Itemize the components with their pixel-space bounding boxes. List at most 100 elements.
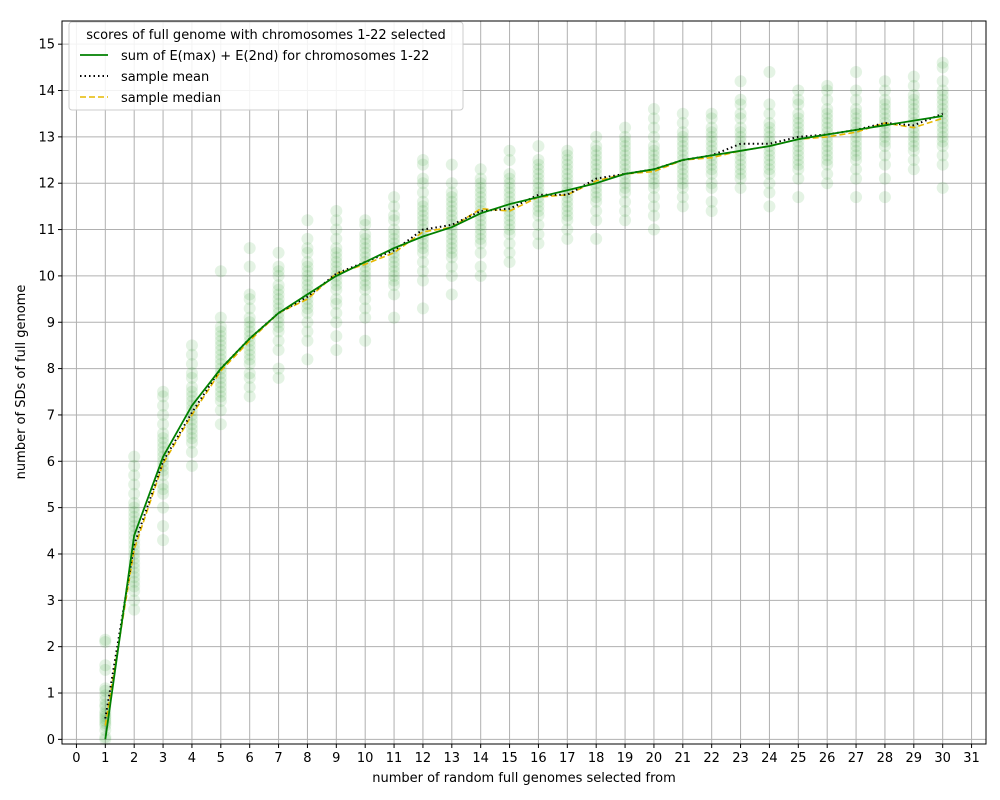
sample-point xyxy=(705,167,718,180)
sample-point xyxy=(936,112,949,125)
sample-point xyxy=(445,288,458,301)
sample-point xyxy=(590,154,603,167)
sample-point xyxy=(821,154,834,167)
sample-point xyxy=(185,395,198,408)
sample-point xyxy=(763,200,776,213)
sample-point xyxy=(590,140,603,153)
sample-point xyxy=(850,130,863,143)
sample-point xyxy=(214,390,227,403)
sample-point xyxy=(821,116,834,129)
sample-point xyxy=(243,320,256,333)
sample-point xyxy=(590,195,603,208)
sample-point xyxy=(878,149,891,162)
sample-point xyxy=(763,167,776,180)
sample-point xyxy=(532,205,545,218)
sample-point xyxy=(330,242,343,255)
sample-point xyxy=(416,246,429,259)
sample-point xyxy=(647,144,660,157)
sample-point xyxy=(878,112,891,125)
sample-point xyxy=(503,172,516,185)
sample-point xyxy=(821,112,834,125)
sample-point xyxy=(763,65,776,78)
sample-point xyxy=(734,130,747,143)
sample-point xyxy=(647,149,660,162)
legend-entry-label: sample median xyxy=(121,91,221,106)
sample-point xyxy=(561,209,574,222)
sample-point xyxy=(99,636,112,649)
sample-point xyxy=(128,575,141,588)
sample-point xyxy=(763,163,776,176)
sample-point xyxy=(792,149,805,162)
sample-point xyxy=(850,191,863,204)
sample-point xyxy=(792,116,805,129)
sample-point xyxy=(936,98,949,111)
sample-point xyxy=(792,126,805,139)
sample-point xyxy=(128,478,141,491)
sample-point xyxy=(272,344,285,357)
sample-point xyxy=(128,571,141,584)
sample-point xyxy=(185,348,198,361)
sample-point xyxy=(99,633,112,646)
sample-point xyxy=(878,98,891,111)
sample-point xyxy=(878,172,891,185)
sample-point xyxy=(763,158,776,171)
sample-point xyxy=(763,144,776,157)
sample-point xyxy=(907,98,920,111)
sample-point xyxy=(878,158,891,171)
sample-point xyxy=(503,209,516,222)
sample-point xyxy=(359,218,372,231)
sample-point xyxy=(532,140,545,153)
x-tick-label: 0 xyxy=(72,751,80,766)
sample-point xyxy=(850,93,863,106)
sample-point xyxy=(445,191,458,204)
sample-point xyxy=(416,200,429,213)
x-tick-label: 13 xyxy=(444,751,461,766)
sample-point xyxy=(619,186,632,199)
sample-point xyxy=(243,260,256,273)
sample-point xyxy=(185,339,198,352)
sample-point xyxy=(936,103,949,116)
sample-point xyxy=(330,214,343,227)
legend-entry-label: sum of E(max) + E(2nd) for chromosomes 1… xyxy=(121,49,429,64)
sample-point xyxy=(272,293,285,306)
sample-point xyxy=(185,422,198,435)
sample-point xyxy=(878,191,891,204)
sample-point xyxy=(214,344,227,357)
sample-point xyxy=(532,163,545,176)
sample-point xyxy=(676,172,689,185)
sample-point xyxy=(445,158,458,171)
x-tick-label: 26 xyxy=(819,751,836,766)
sample-point xyxy=(272,334,285,347)
sample-point xyxy=(907,103,920,116)
sample-point xyxy=(185,459,198,472)
sample-point xyxy=(619,177,632,190)
sample-point xyxy=(850,140,863,153)
sample-point xyxy=(821,158,834,171)
sample-point xyxy=(330,297,343,310)
sample-point xyxy=(590,191,603,204)
sample-point xyxy=(878,93,891,106)
y-tick-label: 7 xyxy=(47,408,55,423)
sample-point xyxy=(705,107,718,120)
sample-point xyxy=(619,149,632,162)
sample-point xyxy=(128,469,141,482)
sample-point xyxy=(243,348,256,361)
sample-point xyxy=(936,140,949,153)
sample-point xyxy=(474,163,487,176)
sample-point xyxy=(272,269,285,282)
sample-point xyxy=(590,158,603,171)
sample-point xyxy=(763,116,776,129)
sample-point xyxy=(272,320,285,333)
sample-point xyxy=(243,367,256,380)
sample-point xyxy=(301,334,314,347)
sample-point xyxy=(734,93,747,106)
sample-point xyxy=(157,432,170,445)
sample-point xyxy=(157,427,170,440)
sample-point xyxy=(821,135,834,148)
sample-point xyxy=(936,75,949,88)
sample-point xyxy=(359,237,372,250)
sample-point xyxy=(734,107,747,120)
sample-point xyxy=(359,274,372,287)
sample-point xyxy=(936,84,949,97)
sample-point xyxy=(243,381,256,394)
